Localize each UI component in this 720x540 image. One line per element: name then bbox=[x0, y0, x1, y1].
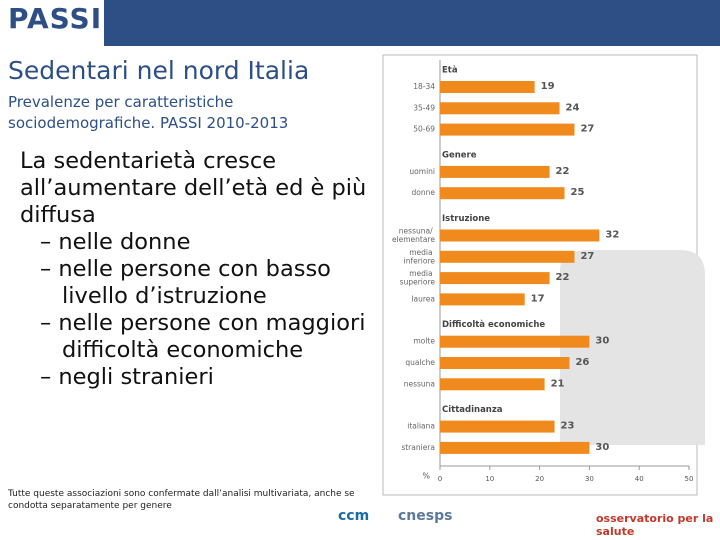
bar bbox=[440, 250, 575, 263]
y-tick-label: italiana bbox=[407, 422, 435, 431]
y-tick-label: nessuna bbox=[404, 379, 435, 388]
value-label: 21 bbox=[551, 378, 565, 389]
bullet: – nelle persone con maggiori difficoltà … bbox=[40, 310, 366, 363]
group-label: Cittadinanza bbox=[442, 405, 503, 415]
logo: ccm bbox=[338, 508, 370, 524]
header-bar bbox=[0, 0, 720, 46]
x-tick-label: 30 bbox=[585, 475, 594, 483]
bar bbox=[440, 272, 550, 285]
bar bbox=[440, 187, 565, 200]
logo: PASSI bbox=[0, 0, 104, 46]
value-label: 30 bbox=[595, 442, 609, 453]
y-tick-label: nessuna/ elementare bbox=[392, 227, 435, 245]
logo: cnesps bbox=[398, 508, 453, 524]
group-label: Difficoltà economiche bbox=[442, 320, 545, 330]
value-label: 32 bbox=[605, 230, 619, 241]
y-tick-label: donne bbox=[412, 188, 436, 197]
y-tick-label: uomini bbox=[409, 167, 435, 176]
x-tick-label: 0 bbox=[438, 475, 442, 483]
group-label: Età bbox=[442, 66, 458, 76]
bullet: La sedentarietà cresce all’aumentare del… bbox=[20, 148, 367, 228]
slide-title: Sedentari nel nord Italia bbox=[8, 56, 310, 85]
y-tick-label: media inferiore bbox=[404, 248, 436, 266]
bullets: La sedentarietà cresce all’aumentare del… bbox=[20, 148, 380, 391]
y-tick-label: 18-34 bbox=[413, 82, 435, 91]
y-tick-label: laurea bbox=[411, 294, 435, 303]
bar bbox=[440, 293, 525, 306]
logo-text: PASSI bbox=[8, 2, 103, 35]
y-tick-label: 35-49 bbox=[413, 103, 435, 112]
bar bbox=[440, 165, 550, 178]
bullet: – nelle persone con basso livello d’istr… bbox=[40, 256, 331, 309]
group-label: Genere bbox=[442, 150, 477, 160]
y-tick-label: straniera bbox=[401, 443, 435, 452]
bar bbox=[440, 81, 535, 93]
bar bbox=[440, 378, 545, 391]
bar bbox=[440, 357, 570, 369]
logo: osservatorio per la salute bbox=[596, 512, 714, 538]
axis-unit: % bbox=[422, 472, 430, 481]
bar bbox=[440, 420, 555, 433]
value-label: 17 bbox=[531, 293, 545, 304]
value-label: 22 bbox=[556, 166, 570, 177]
value-label: 26 bbox=[575, 357, 589, 368]
y-tick-label: media superiore bbox=[400, 269, 436, 287]
x-tick-label: 10 bbox=[485, 475, 494, 483]
value-label: 27 bbox=[580, 251, 594, 262]
x-tick-label: 20 bbox=[535, 475, 544, 483]
y-tick-label: 50-69 bbox=[413, 125, 435, 134]
footnote: Tutte queste associazioni sono confermat… bbox=[8, 489, 355, 511]
x-tick-label: 40 bbox=[635, 475, 644, 483]
bar bbox=[440, 229, 600, 242]
bar bbox=[440, 102, 560, 115]
y-tick-label: molte bbox=[413, 337, 435, 346]
bullet: – nelle donne bbox=[40, 229, 191, 255]
bar bbox=[440, 441, 590, 454]
bar bbox=[440, 123, 575, 136]
bullet: – negli stranieri bbox=[40, 364, 214, 390]
value-label: 27 bbox=[580, 124, 594, 135]
value-label: 25 bbox=[571, 187, 585, 198]
value-label: 24 bbox=[566, 102, 580, 113]
bar bbox=[440, 335, 590, 348]
value-label: 23 bbox=[561, 421, 575, 432]
x-tick-label: 50 bbox=[685, 475, 694, 483]
chair-illustration bbox=[560, 250, 705, 445]
value-label: 30 bbox=[595, 336, 609, 347]
group-label: Istruzione bbox=[442, 214, 490, 224]
value-label: 19 bbox=[541, 81, 555, 92]
y-tick-label: qualche bbox=[405, 358, 435, 367]
value-label: 22 bbox=[556, 272, 570, 283]
slide-subtitle: Prevalenze per caratteristiche sociodemo… bbox=[8, 93, 289, 132]
